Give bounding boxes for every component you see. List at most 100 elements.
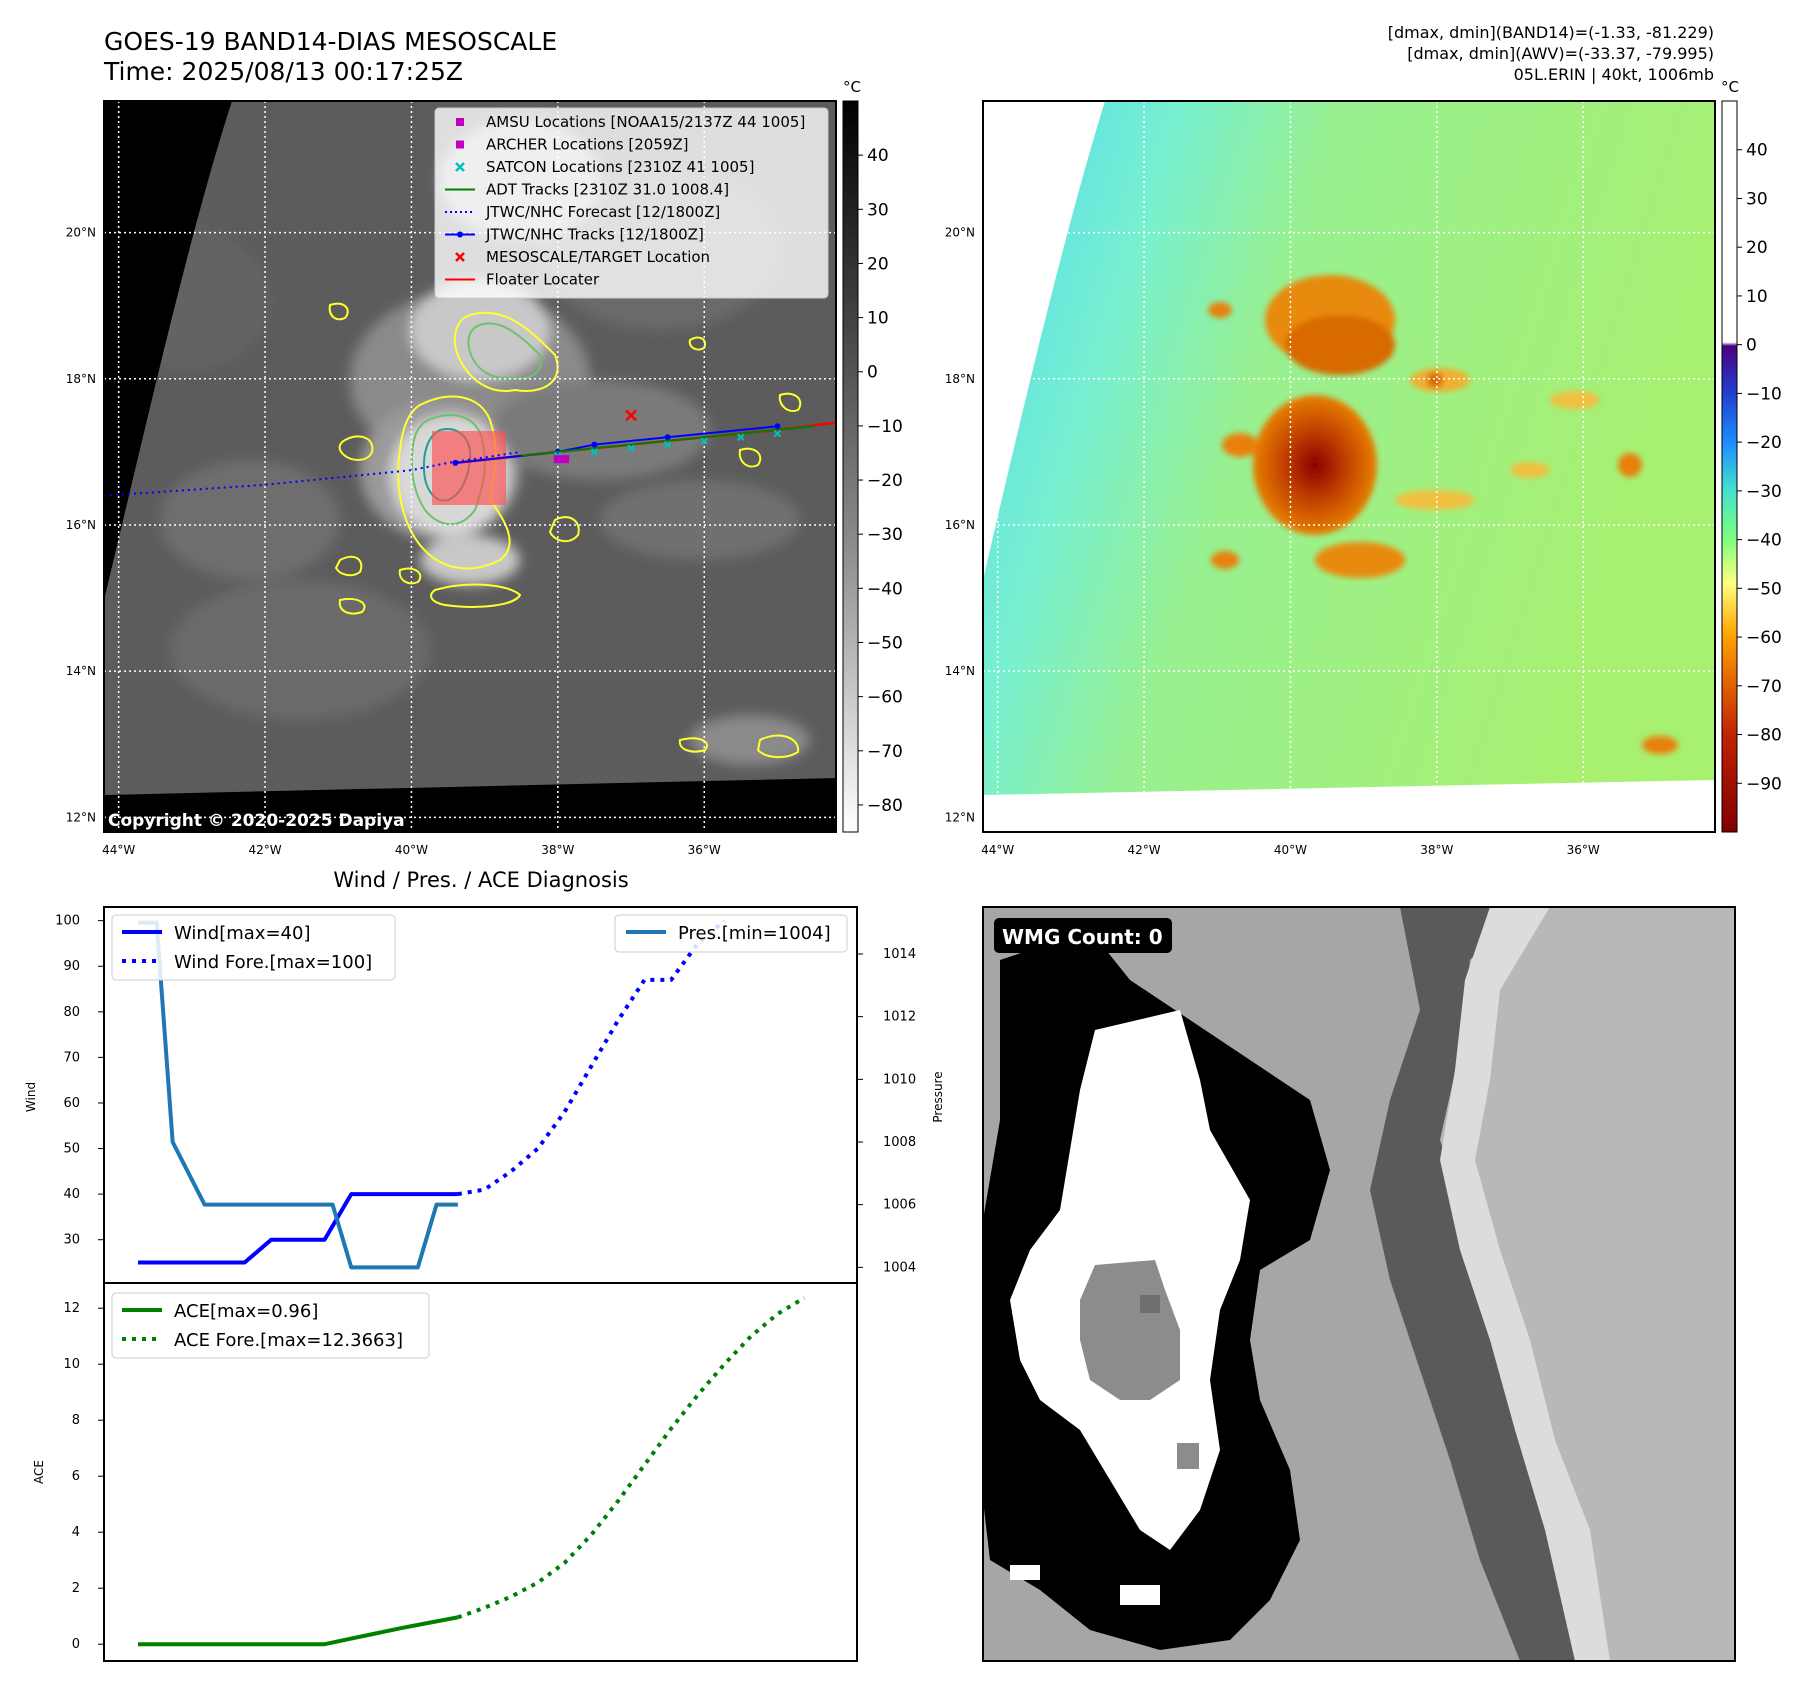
legend-label: ADT Tracks [2310Z 31.0 1008.4] [486, 181, 729, 199]
legend-marker-square [456, 118, 464, 126]
colorbar-tick-label: −60 [1746, 628, 1782, 648]
diagnosis-title: Wind / Pres. / ACE Diagnosis [333, 868, 628, 892]
lat-tick-label: 12°N [945, 810, 975, 824]
lon-tick-label: 36°W [1567, 843, 1600, 857]
wmg-grey-cell [1177, 1443, 1199, 1469]
lat-tick-label: 18°N [945, 372, 975, 386]
colorbar-tick-label: −30 [1746, 482, 1782, 502]
ir-space-edge [104, 101, 232, 600]
colorbar-tick-label: 10 [1746, 287, 1768, 307]
legend-label: JTWC/NHC Tracks [12/1800Z] [485, 226, 704, 244]
wind-legend-box [111, 914, 396, 981]
colorbar-tick-label: 20 [1746, 238, 1768, 258]
satcon-marker [663, 440, 672, 449]
awv-colorbar-unit: °C [1721, 78, 1739, 96]
colorbar-tick-label: −20 [1746, 433, 1782, 453]
colorbar-tick-label: −40 [1746, 531, 1782, 551]
satcon-marker [627, 444, 635, 452]
pressure-tick-label: 1004 [883, 1260, 916, 1275]
colorbar-tick-label: −70 [1746, 677, 1782, 697]
colorbar-tick-label: −70 [867, 742, 903, 762]
ir-frame [103, 100, 837, 833]
ace-tick-label: 8 [72, 1413, 80, 1428]
lon-tick-label: 40°W [395, 843, 428, 857]
colorbar-tick-label: 40 [1746, 141, 1768, 161]
legend-marker-dot [457, 231, 463, 238]
ace-tick-label: 2 [72, 1581, 80, 1596]
wmg-white-cell-2 [1120, 1585, 1160, 1605]
wind-panel: 30 40 50 60 70 80 90 100 1004 1006 1008 1010 1012 10… [24, 906, 945, 1284]
adt-track [521, 425, 815, 457]
ace-tick-label: 6 [72, 1469, 80, 1484]
series-line-wind-fore- [457, 919, 726, 1197]
wind-tick-label: 100 [55, 914, 80, 929]
wmg-white-cell-1 [1010, 1565, 1040, 1580]
colorbar-tick-label: −90 [1746, 774, 1782, 794]
legend-marker-square [456, 140, 464, 149]
jtwc-track-point [774, 423, 781, 430]
colorbar-tick-label: −30 [867, 525, 903, 545]
lon-tick-label: 44°W [981, 843, 1014, 857]
wind-tick-label: 60 [63, 1096, 80, 1111]
ir-legend-box [434, 107, 829, 299]
wmg-label-box [994, 918, 1172, 953]
pressure-tick-label: 1010 [883, 1072, 916, 1087]
ir-panel: Copyright © 2020-2025 Dapiya AMSU Locati… [103, 100, 837, 833]
jtwc-track-point [591, 441, 598, 448]
ace-tick-label: 10 [63, 1357, 80, 1372]
wind-tick-label: 70 [63, 1050, 80, 1065]
awv-gridlines [983, 101, 1715, 832]
colorbar-tick-label: 30 [1746, 189, 1768, 209]
colorbar-tick-label: −50 [1746, 579, 1782, 599]
satcon-marker [773, 429, 782, 438]
pressure-tick-label: 1014 [883, 947, 916, 962]
legend-label: MESOSCALE/TARGET Location [486, 248, 710, 266]
colorbar-tick-label: 10 [867, 309, 889, 329]
satcon-marker [590, 448, 599, 456]
ace-tick-label: 4 [72, 1525, 80, 1540]
ir-bottom-edge [104, 778, 836, 832]
series-line-ace [138, 1615, 459, 1647]
pressure-tick-label: 1008 [883, 1135, 916, 1150]
colorbar-tick-label: 0 [1746, 336, 1757, 356]
lat-tick-label: 14°N [945, 664, 975, 678]
awv-panel [982, 100, 1716, 833]
amsu-archer-marker [553, 455, 562, 464]
lat-tick-label: 20°N [945, 226, 975, 240]
target-marker [625, 409, 637, 422]
wmg-east-band-mid [1440, 907, 1610, 1661]
awv-colorbar-bar [1721, 100, 1738, 833]
pres-legend: Pres.[min=1004] [614, 914, 848, 953]
lat-tick-label: 16°N [945, 518, 975, 532]
lon-tick-label: 38°W [1420, 843, 1453, 857]
series-line-pres- [138, 920, 458, 1270]
lon-tick-label: 36°W [688, 843, 721, 857]
awv-frame [982, 100, 1716, 833]
info-band14: [dmax, dmin](BAND14)=(-1.33, -81.229) [1388, 23, 1714, 42]
floater-box [432, 431, 506, 505]
wind-tick-label: 30 [63, 1233, 80, 1248]
ir-axis-labels: 20°N 18°N 16°N 14°N 12°N 44°W 42°W 40°W 38°W 36°W [66, 226, 721, 857]
ace-legend-label: ACE[max=0.96] [174, 1301, 318, 1322]
wind-fore-legend-label: Wind Fore.[max=100] [174, 952, 372, 973]
lat-tick-label: 12°N [66, 810, 96, 824]
ir-legend: AMSU Locations [NOAA15/2137Z 44 1005] ARC… [434, 107, 829, 299]
figure-title: GOES-19 BAND14-DIAS MESOSCALE [104, 27, 557, 56]
wind-tick-label: 50 [63, 1142, 80, 1157]
lon-tick-label: 42°W [1127, 843, 1160, 857]
wind-ylabel: Wind [24, 1082, 38, 1112]
colorbar-tick-label: 0 [867, 363, 878, 383]
wmg-panel: WMG Count: 0 [982, 906, 1736, 1662]
jtwc-track-point [452, 459, 459, 466]
pres-legend-label: Pres.[min=1004] [678, 923, 831, 944]
ir-colorbar: °C 40 30 20 10 0 −10 −20 −30 −40 −50 −60 −70 −80 [842, 78, 903, 833]
awv-axis-labels: 20°N 18°N 16°N 14°N 12°N 44°W 42°W 40°W 38°W 36°W [945, 226, 1600, 857]
wmg-label: WMG Count: 0 [1002, 925, 1163, 949]
legend-label: SATCON Locations [2310Z 41 1005] [486, 158, 754, 176]
pressure-tick-label: 1006 [883, 1198, 916, 1213]
ace-panel: 0 2 4 6 8 10 12 ACE ACE[max=0.96] ACE Fore.[ma… [32, 1282, 858, 1662]
figure-time: Time: 2025/08/13 00:17:25Z [103, 57, 463, 86]
ace-tick-label: 12 [63, 1301, 80, 1316]
lon-tick-label: 38°W [541, 843, 574, 857]
